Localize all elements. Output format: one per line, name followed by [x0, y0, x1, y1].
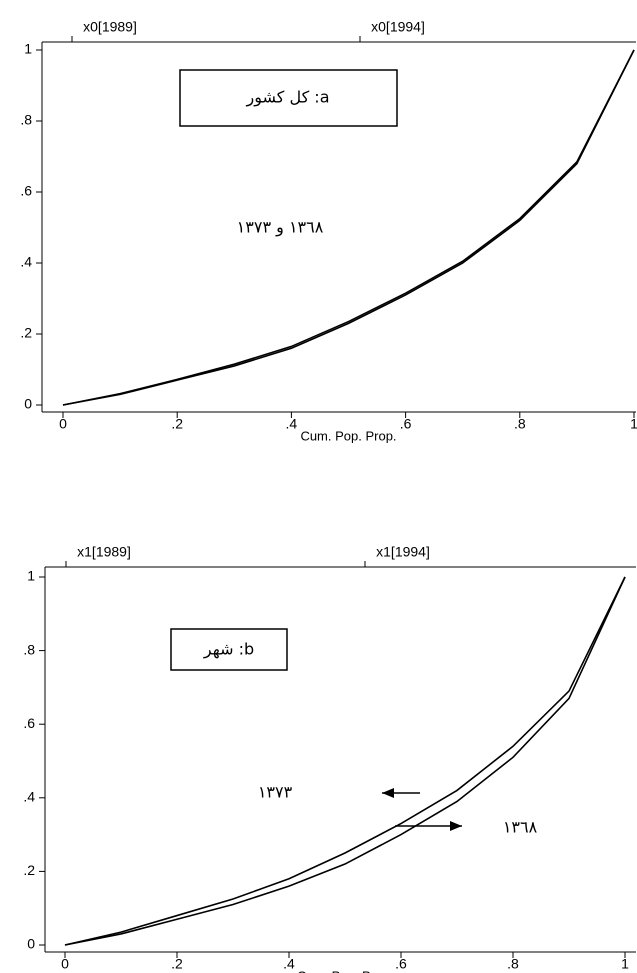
y-tick-label: .6 — [23, 715, 35, 731]
annotation: ١٣٧٣ — [258, 783, 293, 802]
y-tick-label: 0 — [27, 936, 35, 952]
x-tick-label: 1 — [621, 956, 629, 972]
x-tick-label: 0 — [59, 416, 67, 432]
y-tick-label: .4 — [20, 254, 32, 270]
arrow-head — [382, 788, 394, 798]
x-tick-label: .2 — [171, 416, 183, 432]
lorenz-curve — [64, 576, 626, 946]
annotation-box — [170, 628, 288, 671]
x-tick-label: .6 — [395, 956, 407, 972]
y-tick-label: .8 — [20, 112, 32, 128]
x-tick-label: 0 — [61, 956, 69, 972]
x-tick-label: .4 — [286, 416, 298, 432]
arrow-head — [450, 821, 462, 831]
annotation: a: کل کشور — [246, 88, 330, 108]
y-tick-label: .2 — [20, 325, 32, 341]
annotation: ١٣٦٨ و ١٣٧٣ — [237, 218, 324, 238]
lorenz-curve — [62, 49, 635, 406]
y-tick-label: .4 — [23, 789, 35, 805]
x-tick-label: .2 — [171, 956, 183, 972]
y-tick-label: 1 — [27, 568, 35, 584]
annotation-box — [179, 69, 398, 127]
lorenz-curve — [64, 576, 626, 946]
x-tick-label: .8 — [514, 416, 526, 432]
annotation: ١٣٦٨ — [503, 818, 538, 837]
x-tick-label: 1 — [630, 416, 637, 432]
x-tick-label: .6 — [400, 416, 412, 432]
y-tick-label: .6 — [20, 183, 32, 199]
legend-label: x1[1989] — [77, 544, 131, 560]
legend-label: x0[1989] — [83, 19, 137, 35]
legend-label: x1[1994] — [376, 544, 430, 560]
x-tick-label: .8 — [507, 956, 519, 972]
y-tick-label: 0 — [24, 396, 32, 412]
y-tick-label: .8 — [23, 641, 35, 657]
y-tick-label: 1 — [24, 41, 32, 57]
lorenz-curve — [62, 49, 635, 406]
legend-label: x0[1994] — [371, 19, 425, 35]
annotation: b: شهر — [203, 640, 254, 660]
y-tick-label: .2 — [23, 862, 35, 878]
x-axis-label: Cum. Pop. Prop. — [300, 428, 396, 443]
x-tick-label: .4 — [283, 956, 295, 972]
x-axis-label: Cum. Pop. Prop. — [297, 968, 393, 973]
